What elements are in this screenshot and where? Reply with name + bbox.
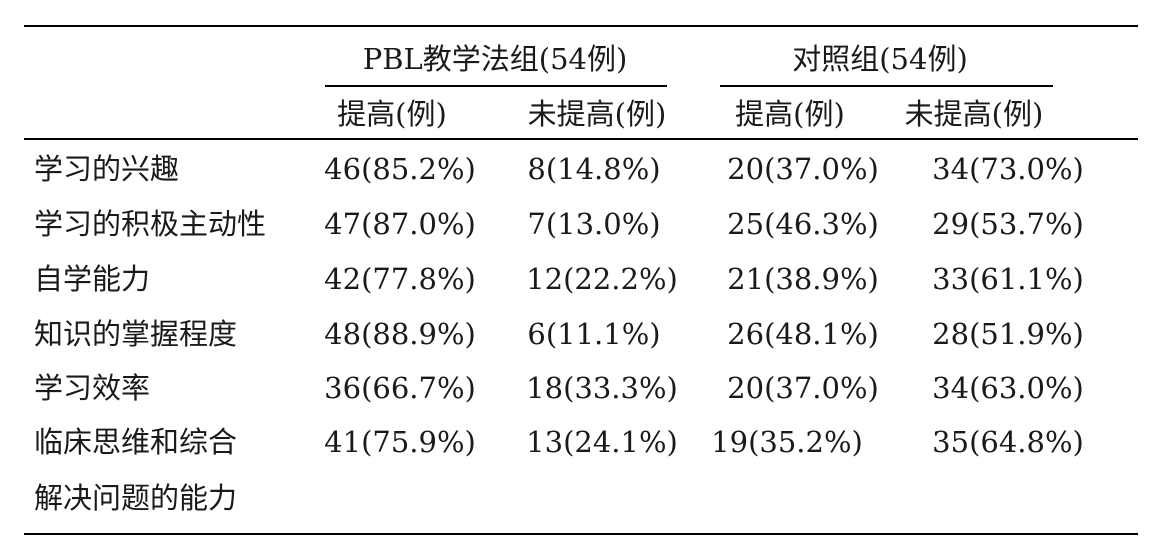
- cell-pbl-improved: 36(66.7%): [324, 371, 476, 405]
- sub-header-pbl-not-improved: 未提高(例): [527, 97, 667, 131]
- row-label-line2: 解决问题的能力: [34, 481, 238, 515]
- group-header-pbl: PBL教学法组(54例): [362, 42, 628, 76]
- cell-pbl-not-improved: 13(24.1%): [526, 425, 678, 459]
- cell-control-improved: 21(38.9%): [727, 262, 879, 296]
- cell-control-not-improved: 35(64.8%): [932, 425, 1084, 459]
- sub-header-control-improved: 提高(例): [735, 97, 845, 131]
- cell-pbl-improved: 48(88.9%): [324, 317, 476, 351]
- cell-pbl-improved: 41(75.9%): [324, 425, 476, 459]
- cell-control-not-improved: 29(53.7%): [932, 207, 1084, 241]
- cell-pbl-not-improved: 12(22.2%): [526, 262, 678, 296]
- bottom-rule: [24, 533, 1138, 535]
- cell-control-improved: 20(37.0%): [727, 371, 879, 405]
- cell-pbl-not-improved: 6(11.1%): [527, 317, 661, 351]
- cell-pbl-improved: 47(87.0%): [324, 207, 476, 241]
- cell-pbl-not-improved: 8(14.8%): [527, 152, 661, 186]
- header-rule: [24, 138, 1138, 140]
- row-label: 知识的掌握程度: [34, 317, 238, 351]
- row-label: 学习的积极主动性: [34, 207, 267, 241]
- cell-control-not-improved: 34(73.0%): [932, 152, 1084, 186]
- cell-pbl-not-improved: 7(13.0%): [527, 207, 661, 241]
- cell-control-not-improved: 33(61.1%): [932, 262, 1084, 296]
- cell-pbl-improved: 42(77.8%): [324, 262, 476, 296]
- row-label: 临床思维和综合: [34, 425, 238, 459]
- cell-control-improved: 19(35.2%): [711, 425, 863, 459]
- group-rule-pbl: [325, 85, 667, 87]
- cell-control-not-improved: 28(51.9%): [932, 317, 1084, 351]
- row-label: 学习的兴趣: [34, 152, 180, 186]
- sub-header-pbl-improved: 提高(例): [337, 97, 447, 131]
- cell-control-improved: 25(46.3%): [727, 207, 879, 241]
- cell-control-improved: 20(37.0%): [727, 152, 879, 186]
- group-header-control: 对照组(54例): [792, 42, 968, 76]
- top-rule: [24, 25, 1138, 27]
- cell-pbl-improved: 46(85.2%): [324, 152, 476, 186]
- cell-control-improved: 26(48.1%): [727, 317, 879, 351]
- cell-control-not-improved: 34(63.0%): [932, 371, 1084, 405]
- row-label: 自学能力: [34, 262, 151, 296]
- sub-header-control-not-improved: 未提高(例): [904, 97, 1044, 131]
- row-label: 学习效率: [34, 371, 151, 405]
- cell-pbl-not-improved: 18(33.3%): [526, 371, 678, 405]
- group-rule-control: [720, 85, 1053, 87]
